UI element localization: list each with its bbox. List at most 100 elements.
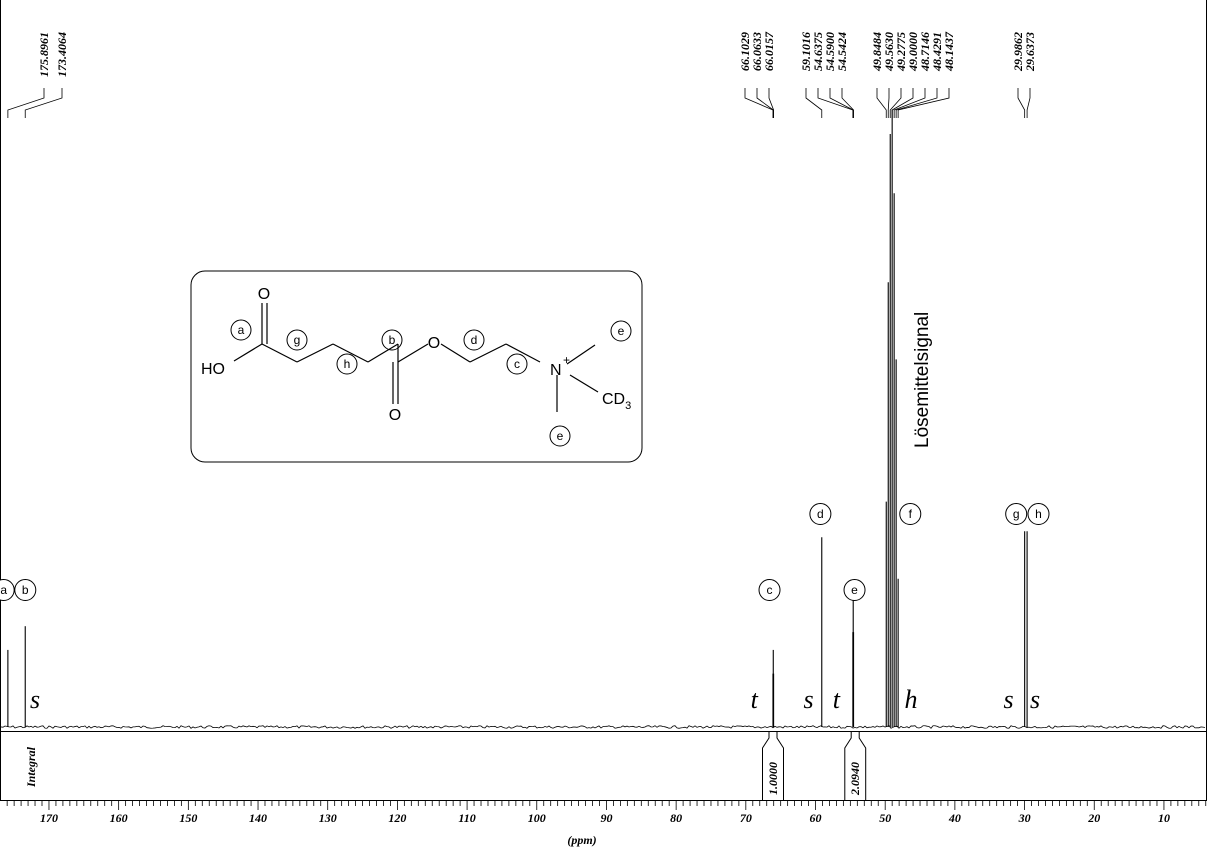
assignment-circle-c <box>758 579 781 601</box>
assignment-circle-h <box>1027 503 1050 525</box>
x-tick-label: 70 <box>740 811 752 825</box>
multiplicity-7: s <box>1030 685 1040 714</box>
peak-label-1: 173.4064 <box>55 32 69 77</box>
x-tick-label: 10 <box>1158 811 1170 825</box>
x-tick-label: 100 <box>528 811 546 825</box>
peak-label-0: 175.8961 <box>37 32 51 77</box>
peak-label-4: 66.0157 <box>762 31 776 71</box>
x-tick-label: 40 <box>948 811 961 825</box>
structure-circle-c <box>506 353 528 375</box>
ammonium-charge: + <box>563 353 570 367</box>
x-axis: 170 160 150 140 130 120 110 100 90 80 70 60 50 40 30 20… <box>6 801 1207 825</box>
multiplicity-6: s <box>1003 685 1013 714</box>
peak-leader-15 <box>897 88 950 118</box>
structure-box <box>190 270 643 463</box>
assignment-letter-d: d <box>817 507 824 521</box>
x-tick-label: 150 <box>179 811 197 825</box>
structure-letter-a: a <box>238 323 245 337</box>
assignment-letter-b: b <box>22 583 29 597</box>
peak-label-15: 48.1437 <box>942 31 956 72</box>
x-tick-label: 90 <box>600 811 612 825</box>
peak-label-13: 48.7146 <box>918 32 932 72</box>
multiplicity-3: s <box>803 685 813 714</box>
structure-circle-d <box>463 329 485 351</box>
integral-bracket-0 <box>762 731 784 800</box>
assignment-letter-c: c <box>767 583 773 597</box>
assignment-letter-f: f <box>909 507 913 521</box>
integral-bracket-1 <box>844 731 867 800</box>
peak-label-6: 54.6375 <box>811 32 825 71</box>
structure-circle-g <box>286 329 308 351</box>
peak-label-11: 49.2775 <box>894 32 908 72</box>
multiplicity-1: s <box>30 685 40 714</box>
peak-leader-17 <box>1026 88 1031 118</box>
x-axis-title: (ppm) <box>567 833 596 847</box>
assignment-letter-g: g <box>1013 507 1020 521</box>
assignment-letter-a: a <box>0 583 7 597</box>
peak-leader-9 <box>876 88 887 118</box>
x-tick-label: 170 <box>40 811 58 825</box>
ammonium-nitrogen: N <box>550 362 562 379</box>
peak-leader-4 <box>768 88 774 118</box>
assignment-letter-h: h <box>1035 507 1042 521</box>
assignment-circle-e <box>843 579 866 601</box>
integral-panel-label: Integral <box>24 746 38 788</box>
peak-leader-5 <box>805 88 823 118</box>
peak-label-16: 29.9862 <box>1011 32 1025 72</box>
x-tick-label: 110 <box>458 811 475 825</box>
peak-label-2: 66.1029 <box>738 32 752 71</box>
acid-carbonyl-oxygen: O <box>258 286 270 303</box>
baseline-noise <box>0 725 1206 729</box>
multiplicity-2: t <box>751 685 759 714</box>
ester-oxygen: O <box>428 335 440 352</box>
assignment-circle-g <box>1005 503 1028 525</box>
integral-value-0: 1.0000 <box>766 762 780 795</box>
peak-label-7: 54.5900 <box>823 32 837 71</box>
x-tick-label: 130 <box>319 811 337 825</box>
integral-group: 1.0000 2.0940 <box>762 731 867 800</box>
structure-circle-e-bottom <box>549 425 571 447</box>
methyl-d3-group: CD3 <box>602 391 631 412</box>
peak-label-9: 49.8484 <box>870 32 884 72</box>
multiplicity-label-group: sststhss <box>30 685 1040 714</box>
peak-assignment-group: a b c d e f g h <box>0 503 1050 601</box>
structure-circle-b <box>381 329 403 351</box>
peak-label-17: 29.6373 <box>1023 32 1037 72</box>
peak-label-10: 49.5630 <box>882 32 896 72</box>
x-tick-label: 140 <box>249 811 267 825</box>
structure-circle-h <box>336 353 358 375</box>
assignment-letter-e: e <box>851 583 858 597</box>
peak-label-14: 48.4291 <box>930 32 944 72</box>
x-tick-label: 60 <box>810 811 822 825</box>
structure-letter-e-top: e <box>618 324 625 338</box>
peak-label-3: 66.0633 <box>750 32 764 71</box>
molecule-structure: O HO O O N + CD3 a g h b d c e e <box>190 270 643 463</box>
structure-letter-g: g <box>294 333 301 347</box>
x-tick-label: 20 <box>1087 811 1100 825</box>
assignment-circle-b <box>14 579 37 601</box>
peak-leader-14 <box>895 88 938 118</box>
multiplicity-4: t <box>833 685 841 714</box>
x-tick-label: 120 <box>388 811 406 825</box>
peak-leader-16 <box>1017 88 1026 118</box>
structure-circle-a <box>230 319 252 341</box>
hydroxyl-group: HO <box>201 361 225 378</box>
peak-leader-11 <box>889 88 902 118</box>
multiplicity-5: h <box>904 685 917 714</box>
x-tick-label: 50 <box>879 811 891 825</box>
peak-group <box>7 110 1028 727</box>
structure-letter-c: c <box>514 357 520 371</box>
peak-leader-1 <box>24 88 63 118</box>
solvent-signal-label: Lösemittelsignal <box>912 312 933 448</box>
d3-subscript: 3 <box>625 400 631 412</box>
assignment-circle-a <box>0 579 15 601</box>
x-tick-label: 30 <box>1018 811 1031 825</box>
assignment-circle-d <box>809 503 832 525</box>
structure-letter-d: d <box>471 333 478 347</box>
peak-leader-13 <box>893 88 926 118</box>
peak-leader-10 <box>887 88 890 118</box>
peak-label-8: 54.5424 <box>835 32 849 71</box>
peak-leader-8 <box>841 88 854 118</box>
